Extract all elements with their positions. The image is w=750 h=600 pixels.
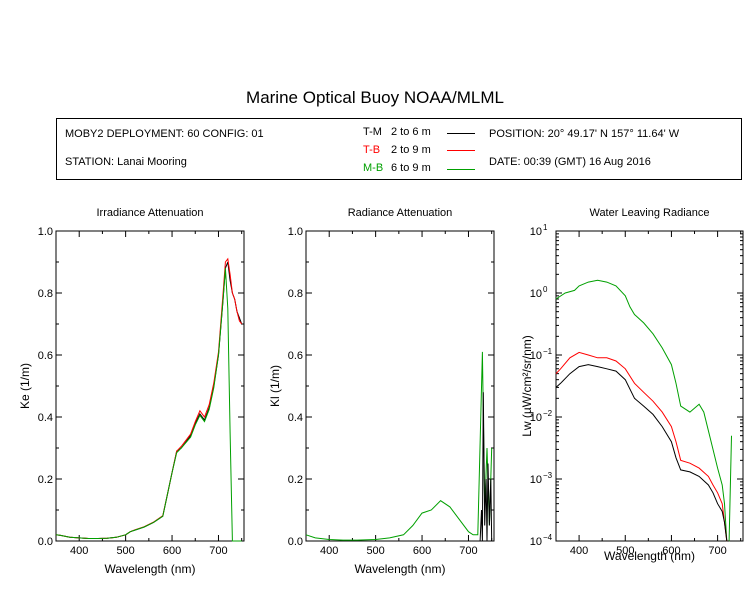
x-tick-label: 400 [320, 545, 338, 557]
y-tick-label: 0.0 [38, 536, 53, 548]
legend-range-mb: 6 to 9 m [391, 162, 431, 174]
y-tick-exponent: −2 [543, 409, 553, 418]
y-tick-label: 10 [530, 350, 542, 362]
series-line-t-b [555, 351, 730, 542]
position-text: POSITION: 20° 49.17' N 157° 11.64' W [489, 128, 680, 140]
chart-title: Water Leaving Radiance [589, 207, 709, 219]
y-tick-label: 0.2 [38, 474, 53, 486]
legend-line-tb [447, 150, 475, 151]
x-tick-label: 700 [459, 545, 477, 557]
x-tick-label: 700 [708, 545, 726, 557]
x-axis-label: Wavelength (nm) [105, 562, 196, 576]
deployment-text: MOBY2 DEPLOYMENT: 60 CONFIG: 01 [65, 128, 264, 140]
x-tick-label: 500 [366, 545, 384, 557]
y-tick-label: 0.2 [288, 474, 303, 486]
x-tick-label: 500 [116, 545, 134, 557]
y-tick-exponent: −3 [543, 471, 553, 480]
y-tick-label: 1.0 [288, 226, 303, 238]
y-axis-label: Kl (1/m) [268, 365, 282, 407]
legend-line-tm [447, 133, 475, 134]
x-tick-label: 600 [163, 545, 181, 557]
y-tick-label: 10 [530, 536, 542, 548]
plot-frame [55, 230, 245, 542]
series-line-t-m [55, 261, 243, 539]
series-line-t-m [479, 392, 493, 542]
y-tick-label: 1.0 [38, 226, 53, 238]
legend-key-tm: T-M [363, 126, 382, 138]
y-tick-label: 10 [530, 412, 542, 424]
y-tick-label: 0.0 [288, 536, 303, 548]
legend-range-tm: 2 to 6 m [391, 126, 431, 138]
x-tick-label: 600 [662, 545, 680, 557]
series-line-m-b [55, 268, 242, 542]
y-tick-label: 0.8 [38, 288, 53, 300]
legend-line-mb [447, 169, 475, 170]
date-text: DATE: 00:39 (GMT) 16 Aug 2016 [489, 156, 651, 168]
info-box: MOBY2 DEPLOYMENT: 60 CONFIG: 01 STATION:… [56, 118, 742, 180]
x-axis-label: Wavelength (nm) [604, 549, 695, 563]
y-tick-exponent: 1 [543, 223, 548, 232]
series-line-m-b [305, 351, 493, 541]
plot-frame [305, 230, 495, 542]
series-line-t-m [555, 364, 730, 542]
x-axis-label: Wavelength (nm) [355, 562, 446, 576]
x-tick-label: 500 [616, 545, 634, 557]
y-tick-label: 0.6 [38, 350, 53, 362]
y-tick-label: 0.4 [288, 412, 303, 424]
legend-range-tb: 2 to 9 m [391, 144, 431, 156]
x-tick-label: 400 [70, 545, 88, 557]
station-text: STATION: Lanai Mooring [65, 156, 187, 168]
y-tick-exponent: −1 [543, 347, 553, 356]
x-tick-label: 700 [209, 545, 227, 557]
y-tick-label: 10 [530, 288, 542, 300]
x-tick-label: 400 [570, 545, 588, 557]
y-tick-label: 0.6 [288, 350, 303, 362]
page-title: Marine Optical Buoy NOAA/MLML [246, 88, 504, 107]
x-tick-label: 600 [413, 545, 431, 557]
y-tick-label: 0.8 [288, 288, 303, 300]
legend-key-mb: M-B [363, 162, 384, 174]
chart-title: Radiance Attenuation [348, 207, 453, 219]
legend-key-tb: T-B [363, 144, 381, 156]
y-tick-exponent: −4 [543, 533, 553, 542]
series-line-m-b [555, 279, 732, 542]
plot-frame [555, 230, 744, 542]
y-tick-label: 10 [530, 226, 542, 238]
y-tick-label: 0.4 [38, 412, 53, 424]
y-tick-label: 10 [530, 474, 542, 486]
y-axis-label: Ke (1/m) [18, 363, 32, 409]
chart-title: Irradiance Attenuation [96, 207, 203, 219]
y-axis-label: Lw (µW/cm²/sr/nm) [520, 335, 534, 437]
y-tick-exponent: 0 [543, 285, 548, 294]
series-line-t-b [55, 257, 243, 539]
